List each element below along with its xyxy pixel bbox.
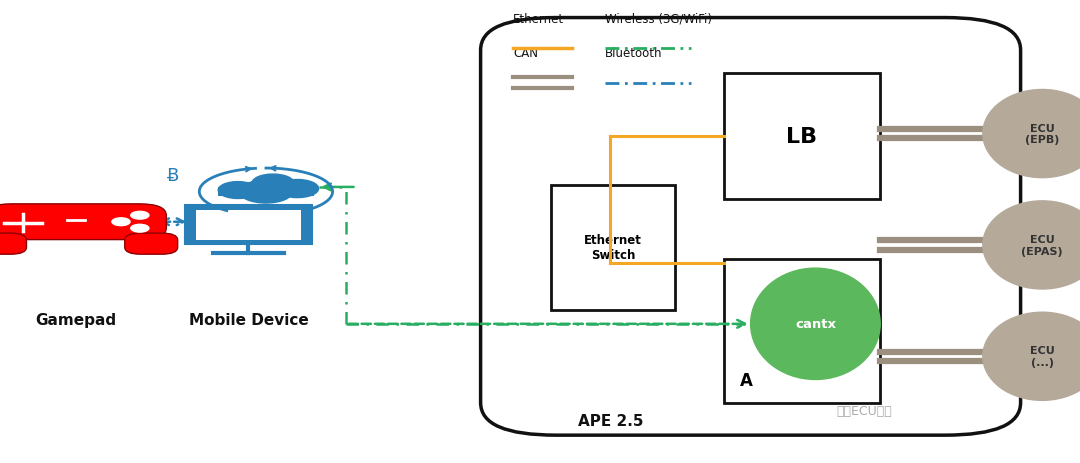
FancyBboxPatch shape bbox=[481, 19, 1021, 435]
Ellipse shape bbox=[983, 90, 1080, 178]
FancyBboxPatch shape bbox=[195, 210, 301, 240]
Text: Gamepad: Gamepad bbox=[35, 313, 117, 327]
Text: A: A bbox=[740, 371, 753, 389]
Ellipse shape bbox=[983, 313, 1080, 400]
Circle shape bbox=[131, 225, 149, 232]
Circle shape bbox=[112, 219, 130, 226]
Text: ECU
(EPB): ECU (EPB) bbox=[1025, 124, 1059, 145]
FancyBboxPatch shape bbox=[0, 205, 166, 240]
FancyBboxPatch shape bbox=[218, 188, 313, 197]
Text: ECU
(EPAS): ECU (EPAS) bbox=[1022, 235, 1063, 256]
Text: CAN: CAN bbox=[513, 47, 538, 60]
Ellipse shape bbox=[751, 269, 880, 380]
FancyBboxPatch shape bbox=[0, 233, 26, 255]
FancyBboxPatch shape bbox=[724, 74, 880, 199]
Text: cantx: cantx bbox=[795, 318, 836, 331]
Text: Ethernet: Ethernet bbox=[513, 13, 564, 25]
Text: Wireless (3G/WiFi): Wireless (3G/WiFi) bbox=[605, 13, 712, 25]
FancyBboxPatch shape bbox=[186, 206, 312, 245]
Circle shape bbox=[240, 181, 293, 204]
Circle shape bbox=[131, 212, 149, 219]
Text: ECU
(...): ECU (...) bbox=[1030, 346, 1054, 367]
Text: Ƀ: Ƀ bbox=[166, 167, 179, 185]
Circle shape bbox=[218, 182, 257, 199]
Text: Mobile Device: Mobile Device bbox=[189, 313, 308, 327]
Text: Ethernet
Switch: Ethernet Switch bbox=[584, 234, 642, 262]
Circle shape bbox=[276, 180, 319, 198]
Text: LB: LB bbox=[786, 126, 818, 147]
FancyBboxPatch shape bbox=[125, 233, 178, 255]
Text: 汽车ECU开发: 汽车ECU开发 bbox=[836, 404, 892, 417]
FancyBboxPatch shape bbox=[551, 185, 675, 310]
FancyBboxPatch shape bbox=[724, 259, 880, 403]
Ellipse shape bbox=[983, 201, 1080, 289]
Text: APE 2.5: APE 2.5 bbox=[578, 413, 644, 428]
Text: Bluetooth: Bluetooth bbox=[605, 47, 662, 60]
Circle shape bbox=[252, 175, 294, 193]
